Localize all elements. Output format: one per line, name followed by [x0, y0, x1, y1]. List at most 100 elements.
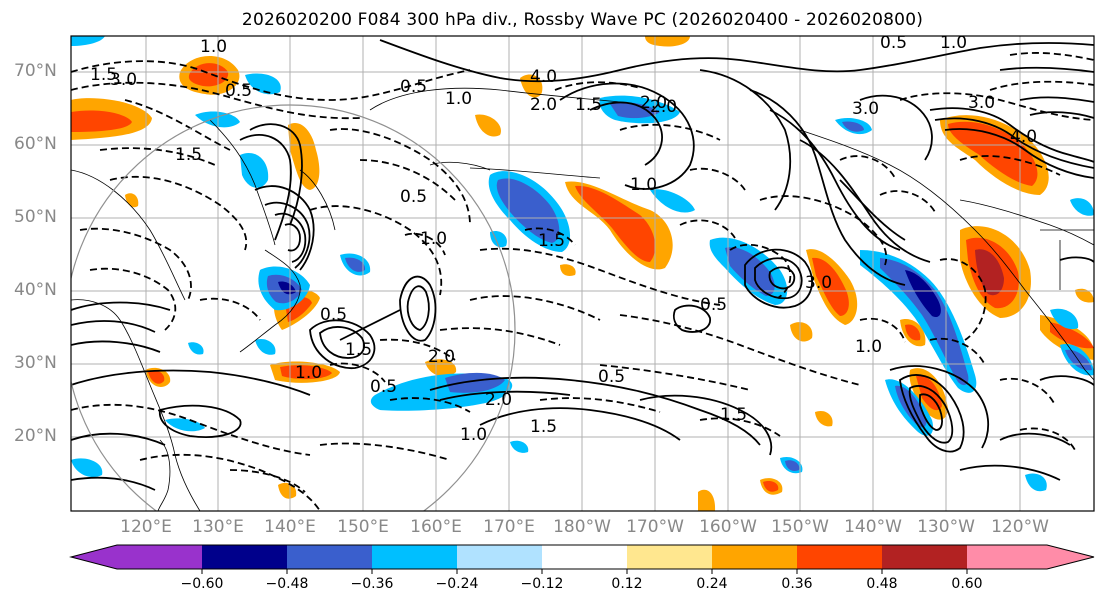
lon-label: 180°W	[553, 517, 611, 537]
map-title: 2026020200 F084 300 hPa div., Rossby Wav…	[241, 10, 924, 30]
negative-div-blob	[905, 270, 941, 318]
contour-label: 1.0	[940, 33, 967, 53]
colorbar-swatch	[712, 545, 797, 569]
negative-div-blob	[510, 440, 529, 453]
graticule	[71, 36, 1094, 511]
contour-label: 3.0	[805, 273, 832, 293]
positive-div-blob	[905, 324, 921, 341]
colorbar-swatch	[542, 545, 627, 569]
negative-div-blob	[345, 257, 366, 272]
lon-label: 150°E	[337, 517, 389, 537]
lat-label: 40°N	[14, 280, 57, 300]
lat-label: 70°N	[14, 61, 57, 81]
colorbar-tick-label: −0.48	[265, 576, 309, 592]
positive-div-blob	[812, 257, 849, 316]
negative-div-blob	[785, 460, 800, 471]
contour-label: 3.0	[110, 70, 137, 90]
contour-label: 1.0	[855, 337, 882, 357]
contour-label: 3.0	[968, 93, 995, 113]
lon-label: 170°W	[626, 517, 684, 537]
colorbar-swatch	[967, 545, 1047, 569]
contour-label: 4.0	[1010, 127, 1037, 147]
negative-div-blob	[445, 372, 505, 393]
contour-label: 1.0	[630, 175, 657, 195]
positive-div-blob	[763, 480, 779, 492]
contour-label: 1.0	[295, 363, 322, 383]
contour-label: 0.5	[225, 81, 252, 101]
positive-div-blob	[278, 482, 297, 499]
colorbar-outline	[69, 544, 1095, 570]
negative-div-blob	[650, 189, 695, 213]
contour-label: 1.5	[575, 95, 602, 115]
lon-label: 160°W	[699, 517, 757, 537]
contour-label: 1.5	[538, 231, 565, 251]
colorbar-swatch	[287, 545, 372, 569]
positive-contours	[71, 39, 1094, 491]
contour-label: 0.5	[400, 187, 427, 207]
lat-label: 30°N	[14, 353, 57, 373]
map-panel: 1.0 1.5 0.5 3.0 2.0 4.0 0.5 1.5 1.0 2.0 …	[71, 33, 1094, 511]
contour-label: 2.0	[485, 390, 512, 410]
contour-label: 1.0	[420, 229, 447, 249]
colorbar-tick-label: −0.12	[520, 576, 564, 592]
positive-div-blob	[560, 264, 576, 276]
negative-div-blob	[496, 178, 560, 243]
lat-label: 20°N	[14, 426, 57, 446]
contour-label: 0.5	[320, 305, 347, 325]
positive-div-blob	[698, 489, 716, 511]
lat-label: 50°N	[14, 207, 57, 227]
contour-label: 0.5	[598, 367, 625, 387]
lon-label: 170°E	[483, 517, 535, 537]
positive-div-blob	[645, 36, 690, 47]
map-frame	[70, 35, 1095, 512]
colorbar	[69, 544, 1095, 574]
colorbar-tick-label: −0.36	[350, 576, 394, 592]
contour-label: 1.5	[720, 405, 747, 425]
lon-label: 130°E	[192, 517, 244, 537]
colorbar-max-extension	[1047, 545, 1094, 569]
colorbar-swatch	[627, 545, 712, 569]
lon-label: 140°W	[844, 517, 902, 537]
negative-div-blob	[1050, 308, 1079, 330]
contour-label: 1.0	[445, 89, 472, 109]
contour-label: 2.0	[650, 97, 677, 117]
positive-div-blob	[1075, 288, 1094, 303]
colorbar-swatch	[882, 545, 967, 569]
colorbar-tick-label: 0.24	[696, 576, 728, 592]
negative-div-blob	[255, 338, 276, 355]
positive-div-blob	[948, 121, 1038, 186]
contour-label: 0.5	[400, 77, 427, 97]
contour-label: 3.0	[852, 99, 879, 119]
contour-label: 1.5	[90, 65, 117, 85]
colorbar-swatch	[202, 545, 287, 569]
contour-label: 2.0	[640, 93, 667, 113]
positive-div-blob	[288, 122, 320, 190]
contour-labels: 1.0 1.5 0.5 3.0 2.0 4.0 0.5 1.5 1.0 2.0 …	[90, 33, 1037, 445]
lon-label: 160°E	[410, 517, 462, 537]
positive-div-blob	[975, 249, 1004, 296]
contour-label: 4.0	[530, 67, 557, 87]
colorbar-swatch	[797, 545, 882, 569]
contour-label: 2.0	[428, 347, 455, 367]
lon-label: 120°E	[120, 517, 172, 537]
lon-label: 130°W	[917, 517, 975, 537]
negative-div-blob	[71, 36, 105, 46]
contour-label: 1.0	[460, 425, 487, 445]
colorbar-swatch	[457, 545, 542, 569]
contour-label: 1.5	[175, 145, 202, 165]
colorbar-tick-label: −0.24	[435, 576, 479, 592]
negative-div-blob	[71, 458, 103, 478]
wave-packet-circle	[71, 104, 516, 511]
positive-div-blob	[575, 185, 656, 262]
negative-div-blob	[188, 342, 204, 355]
colorbar-tick-label: 0.60	[951, 576, 983, 592]
contour-label: 1.0	[200, 37, 227, 57]
colorbar-tick-label: 0.12	[611, 576, 643, 592]
contour-label: 0.5	[700, 295, 727, 315]
positive-div-blob	[790, 322, 813, 342]
positive-div-blob	[71, 110, 132, 132]
colorbar-tick-label: −0.60	[180, 576, 224, 592]
colorbar-swatch	[117, 545, 202, 569]
colorbar-tick-label: 0.48	[866, 576, 898, 592]
